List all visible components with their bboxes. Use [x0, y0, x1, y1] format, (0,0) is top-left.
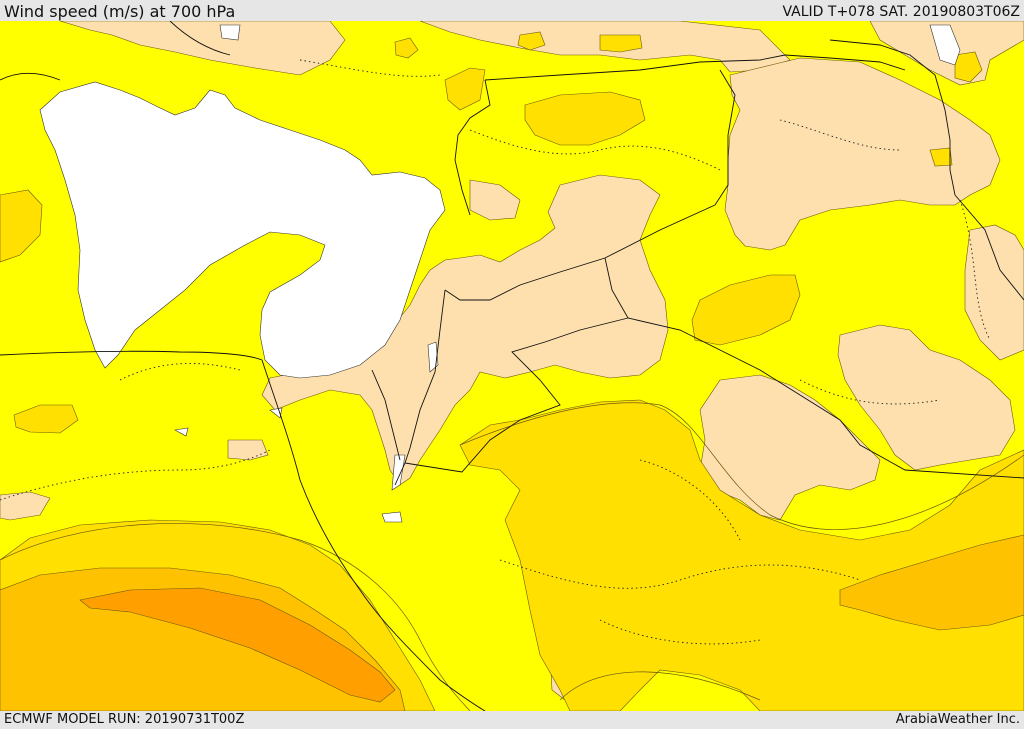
valid-time-label: VALID T+078 SAT. 20190803T06Z [782, 4, 1020, 20]
model-run-label: ECMWF MODEL RUN: 20190731T00Z [4, 712, 245, 727]
terrain-mask [39, 24, 961, 523]
wind-speed-map [0, 21, 1024, 711]
header-bar: Wind speed (m/s) at 700 hPa VALID T+078 … [0, 0, 1024, 21]
credit-label: ArabiaWeather Inc. [895, 712, 1020, 727]
wind-band-highest [79, 587, 396, 703]
footer-bar: ECMWF MODEL RUN: 20190731T00Z ArabiaWeat… [0, 711, 1024, 729]
country-borders [0, 21, 1024, 711]
contour-lines [0, 402, 1024, 711]
map-title: Wind speed (m/s) at 700 hPa [4, 2, 236, 21]
admin-boundaries [0, 59, 991, 645]
